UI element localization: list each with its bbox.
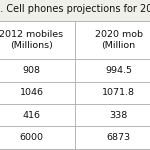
Bar [0, 21, 150, 148]
Text: 2020 mob
(Million: 2020 mob (Million [94, 30, 142, 50]
Text: 416: 416 [22, 111, 40, 120]
Text: 6000: 6000 [20, 133, 44, 142]
Text: 994.5: 994.5 [105, 66, 132, 75]
Text: 338: 338 [109, 111, 128, 120]
Text: 1071.8: 1071.8 [102, 88, 135, 97]
Text: 908: 908 [22, 66, 40, 75]
Text: 1046: 1046 [20, 88, 44, 97]
Text: 6873: 6873 [106, 133, 130, 142]
Text: 2. Cell phones projections for 2030: 2. Cell phones projections for 2030 [0, 4, 150, 15]
Text: 2012 mobiles
(Millions): 2012 mobiles (Millions) [0, 30, 64, 50]
